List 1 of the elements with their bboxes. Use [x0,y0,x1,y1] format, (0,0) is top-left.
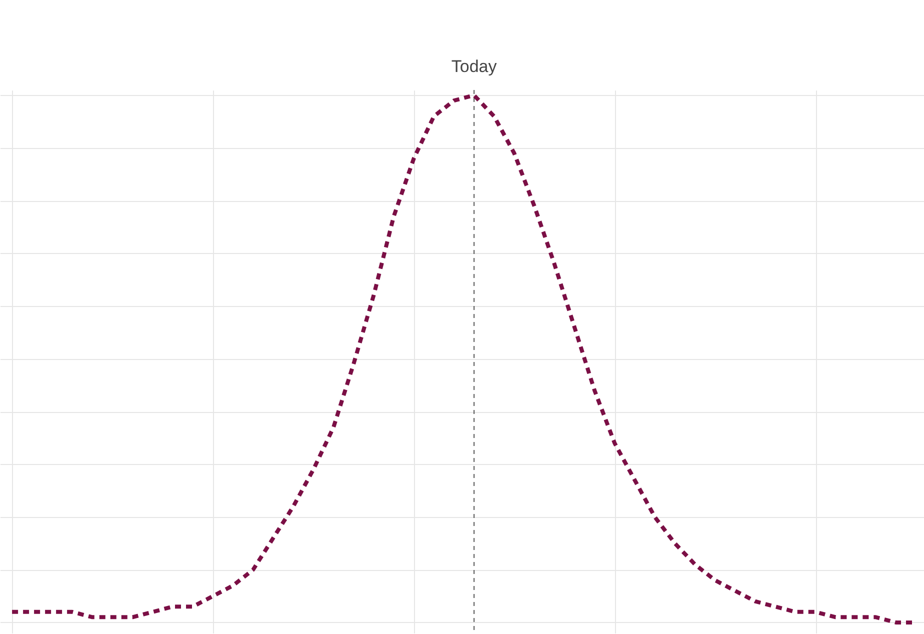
text: Today [451,57,498,76]
